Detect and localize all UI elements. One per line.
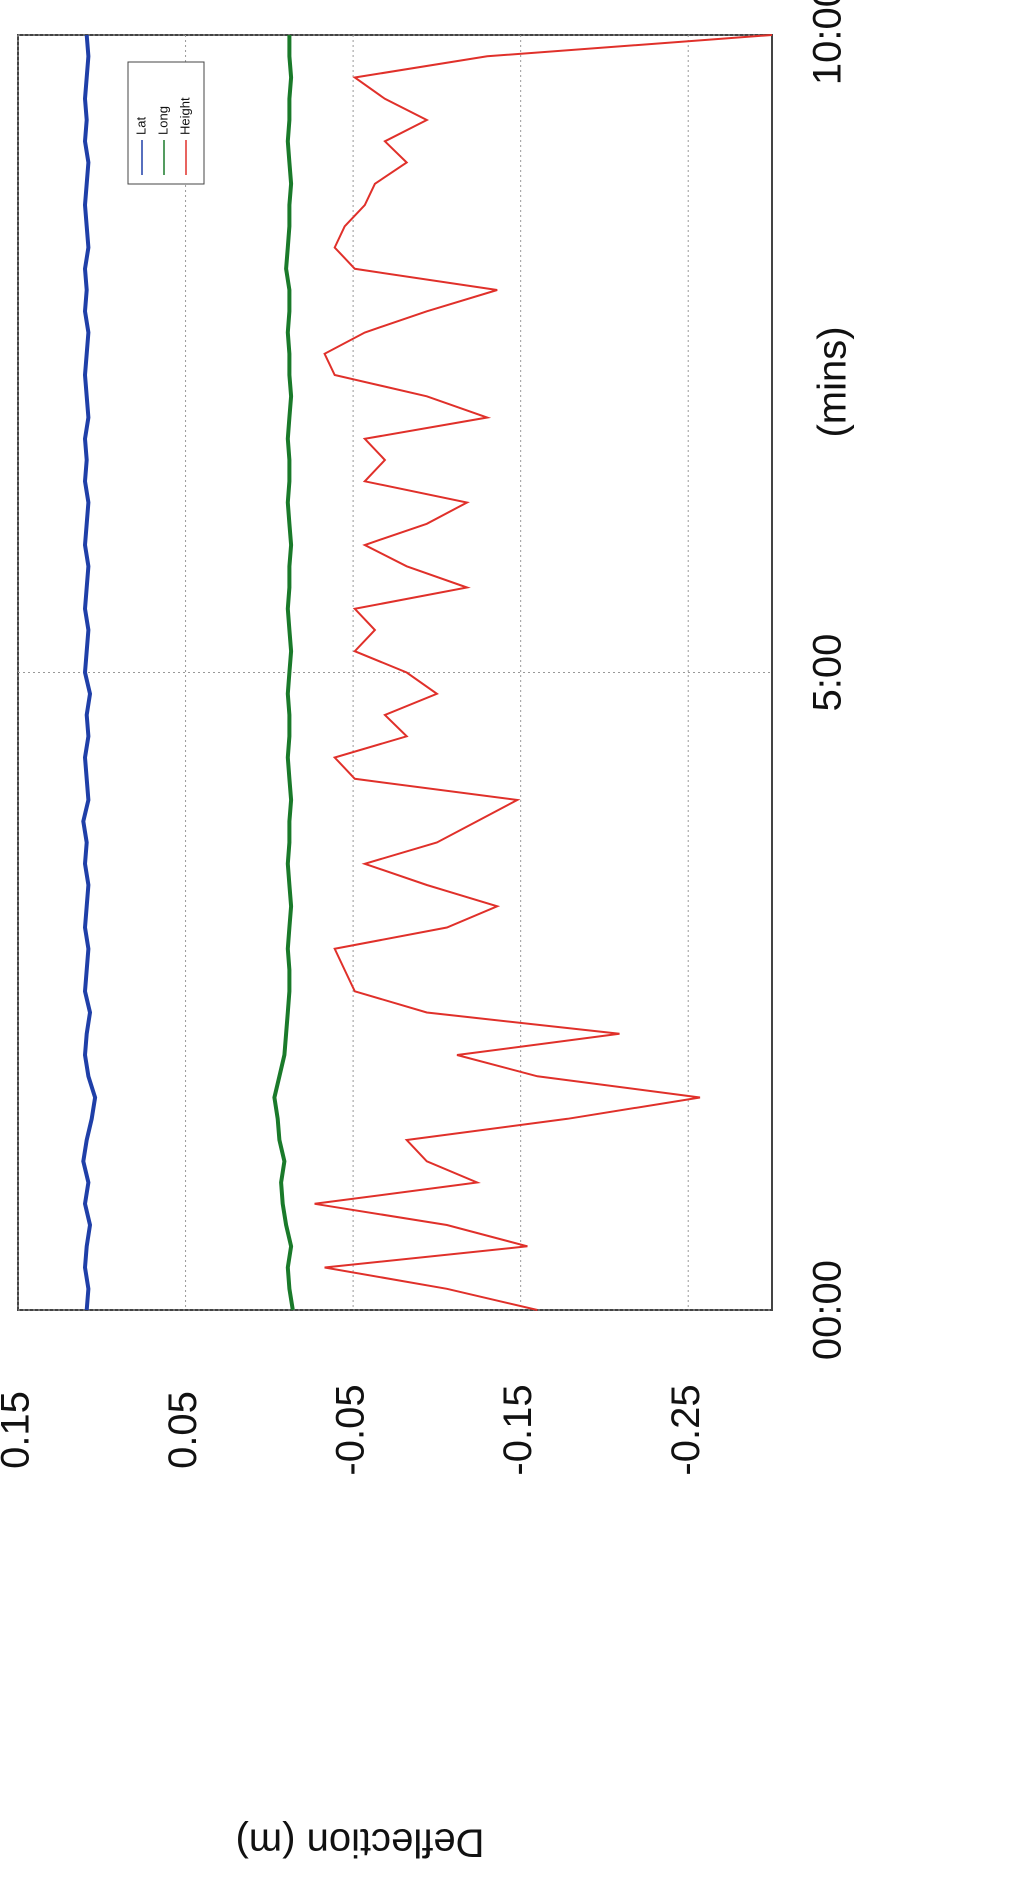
x-tick-label: 00:00 [806,1260,850,1360]
legend-label: Lat [133,117,148,135]
series-line [81,34,98,1311]
x-tick-label: 10:00 [806,0,850,85]
legend-label: Long [155,106,170,135]
y-tick-label: 0.05 [161,1391,205,1469]
legend-box [127,61,205,185]
y-tick-label: 0.15 [0,1391,38,1469]
y-tick-label: -0.25 [664,1384,708,1475]
legend-label: Height [177,97,192,135]
y-tick-label: -0.05 [329,1384,373,1475]
x-tick-label: 5:00 [806,634,850,712]
x-axis-label: (mins) [811,326,855,437]
legend: Lat Long Height [127,61,205,185]
series-line [272,35,295,1311]
series-line [314,34,773,1311]
y-axis-label: Deflection (m) [236,1820,485,1864]
y-tick-label: -0.15 [496,1384,540,1475]
